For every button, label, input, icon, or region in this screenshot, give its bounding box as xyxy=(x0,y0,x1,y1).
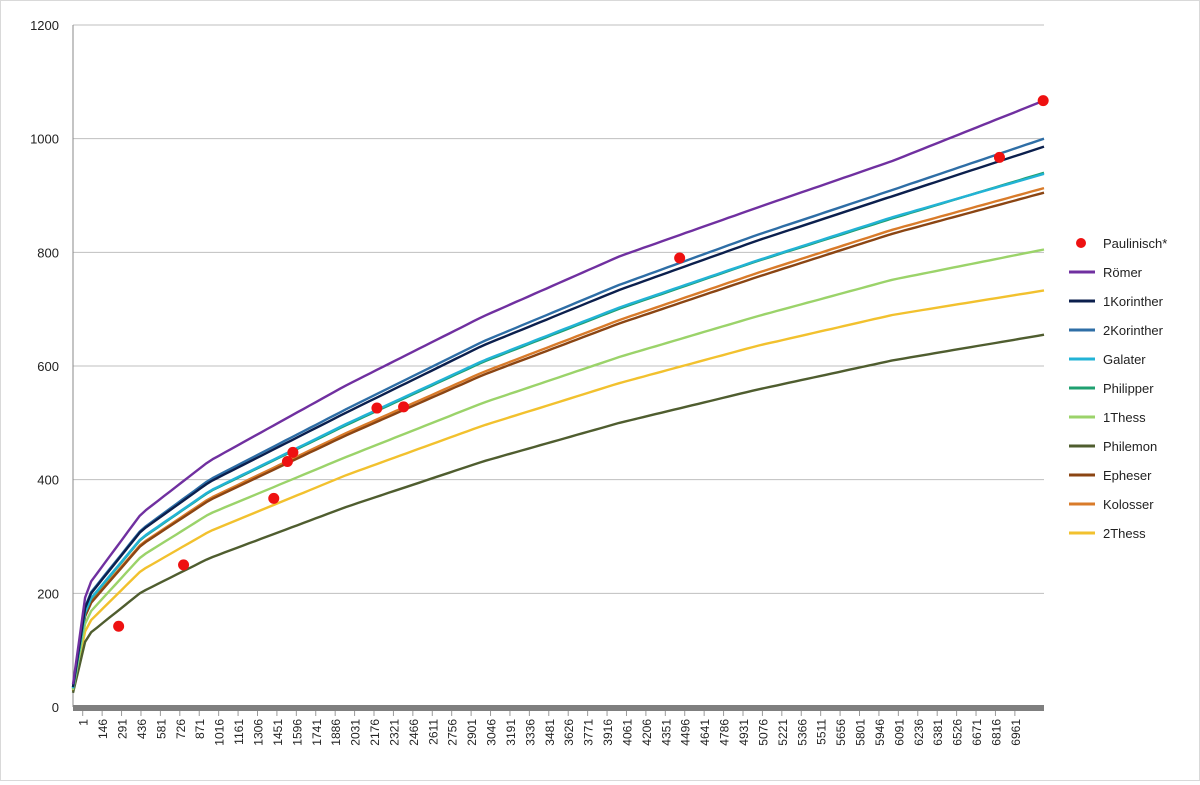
scatter-point xyxy=(398,401,410,413)
y-tick-label: 1200 xyxy=(30,18,59,33)
x-tick-label: 2321 xyxy=(387,719,401,746)
series-line-epheser xyxy=(71,191,1045,689)
x-tick-label: 2611 xyxy=(426,719,440,745)
legend-label: Philipper xyxy=(1103,381,1154,396)
y-tick-label: 600 xyxy=(37,359,59,374)
y-tick-label: 0 xyxy=(52,700,59,715)
x-tick-label: 3771 xyxy=(582,719,596,746)
x-tick-label: 1451 xyxy=(271,719,285,746)
legend-label: 2Korinther xyxy=(1103,323,1164,338)
x-tick-label: 1741 xyxy=(310,719,324,746)
legend-marker-paulinisch xyxy=(1076,238,1086,248)
series-line-2thess xyxy=(71,289,1045,692)
legend-label: Römer xyxy=(1103,265,1143,280)
scatter-point xyxy=(268,492,280,504)
x-axis: 1 146 291 436 581 726 871 1016 1161 1306 1451 1596 1… xyxy=(73,705,1044,746)
x-tick-label: 4641 xyxy=(698,719,712,746)
series-line-philipper xyxy=(71,171,1045,689)
legend-label: 1Thess xyxy=(1103,410,1146,425)
series-line-1thess xyxy=(71,248,1045,691)
series-line-2korinther xyxy=(71,137,1045,688)
series-line-galater xyxy=(71,172,1045,689)
x-tick-label: 1161 xyxy=(232,719,246,745)
x-tick-label: 5221 xyxy=(776,719,790,746)
x-tick-label: 146 xyxy=(96,719,110,739)
x-tick-label: 6816 xyxy=(989,719,1003,746)
x-tick-label: 3481 xyxy=(543,719,557,746)
x-tick-label: 6526 xyxy=(951,719,965,746)
x-tick-label: 2466 xyxy=(407,719,421,746)
legend-label: 2Thess xyxy=(1103,526,1146,541)
scatter-point xyxy=(281,455,293,467)
x-tick-label: 581 xyxy=(154,719,168,739)
x-tick-label: 2176 xyxy=(368,719,382,746)
series-line-römer xyxy=(71,99,1045,685)
x-tick-label: 436 xyxy=(135,719,149,739)
x-tick-label: 3916 xyxy=(601,719,615,746)
x-tick-label: 1016 xyxy=(213,719,227,746)
x-tick-label: 6236 xyxy=(912,719,926,746)
scatter-points xyxy=(113,95,1049,632)
x-tick-label: 291 xyxy=(116,719,130,739)
legend-label: Philemon xyxy=(1103,439,1157,454)
x-tick-label: 726 xyxy=(174,719,188,739)
scatter-point xyxy=(993,151,1005,163)
scatter-point xyxy=(287,446,299,458)
x-tick-label: 5656 xyxy=(834,719,848,746)
x-tick-label: 2031 xyxy=(349,719,363,746)
x-tick-label: 4786 xyxy=(718,719,732,746)
x-tick-label: 4206 xyxy=(640,719,654,746)
x-tick-label: 1 xyxy=(77,719,91,726)
legend-label: Kolosser xyxy=(1103,497,1154,512)
x-tick-label: 4061 xyxy=(620,719,634,746)
x-tick-label: 1306 xyxy=(251,719,265,746)
x-tick-label: 6381 xyxy=(931,719,945,746)
x-tick-label: 3191 xyxy=(504,719,518,746)
y-tick-label: 800 xyxy=(37,245,59,260)
y-tick-label: 200 xyxy=(37,586,59,601)
x-tick-label: 2901 xyxy=(465,719,479,746)
x-tick-label: 5801 xyxy=(854,719,868,746)
series-line-philemon xyxy=(71,333,1045,694)
scatter-point xyxy=(1037,95,1049,107)
x-tick-label: 871 xyxy=(193,719,207,739)
scatter-point xyxy=(371,402,383,414)
x-axis-line xyxy=(73,705,1044,711)
x-tick-label: 3336 xyxy=(523,719,537,746)
legend-label: Galater xyxy=(1103,352,1146,367)
x-tick-label: 6961 xyxy=(1009,719,1023,746)
x-tick-label: 4351 xyxy=(659,719,673,746)
y-axis: 0 200 400 600 800 1000 1200 xyxy=(30,18,74,715)
y-tick-label: 400 xyxy=(37,473,59,488)
x-tick-label: 5366 xyxy=(795,719,809,746)
scatter-point xyxy=(113,620,125,632)
x-tick-label: 5511 xyxy=(815,719,829,745)
scatter-point xyxy=(178,559,190,571)
x-tick-label: 5076 xyxy=(756,719,770,746)
series-line-kolosser xyxy=(71,186,1045,689)
legend: Paulinisch* Römer 1Korinther 2Korinther Gala… xyxy=(1069,236,1167,541)
x-tick-label: 3626 xyxy=(562,719,576,746)
x-tick-label: 6671 xyxy=(970,719,984,746)
legend-label: Paulinisch* xyxy=(1103,236,1167,251)
x-tick-label: 6091 xyxy=(892,719,906,746)
x-tick-label: 4931 xyxy=(737,719,751,746)
legend-label: 1Korinther xyxy=(1103,294,1164,309)
x-tick-label: 3046 xyxy=(485,719,499,746)
scatter-point xyxy=(674,252,686,264)
legend-label: Epheser xyxy=(1103,468,1152,483)
x-tick-label: 2756 xyxy=(446,719,460,746)
x-tick-label: 4496 xyxy=(679,719,693,746)
x-tick-label: 1886 xyxy=(329,719,343,746)
x-tick-label: 1596 xyxy=(290,719,304,746)
y-tick-label: 1000 xyxy=(30,132,59,147)
x-tick-label: 5946 xyxy=(873,719,887,746)
series-lines xyxy=(71,99,1045,694)
series-line-1korinther xyxy=(71,145,1045,688)
